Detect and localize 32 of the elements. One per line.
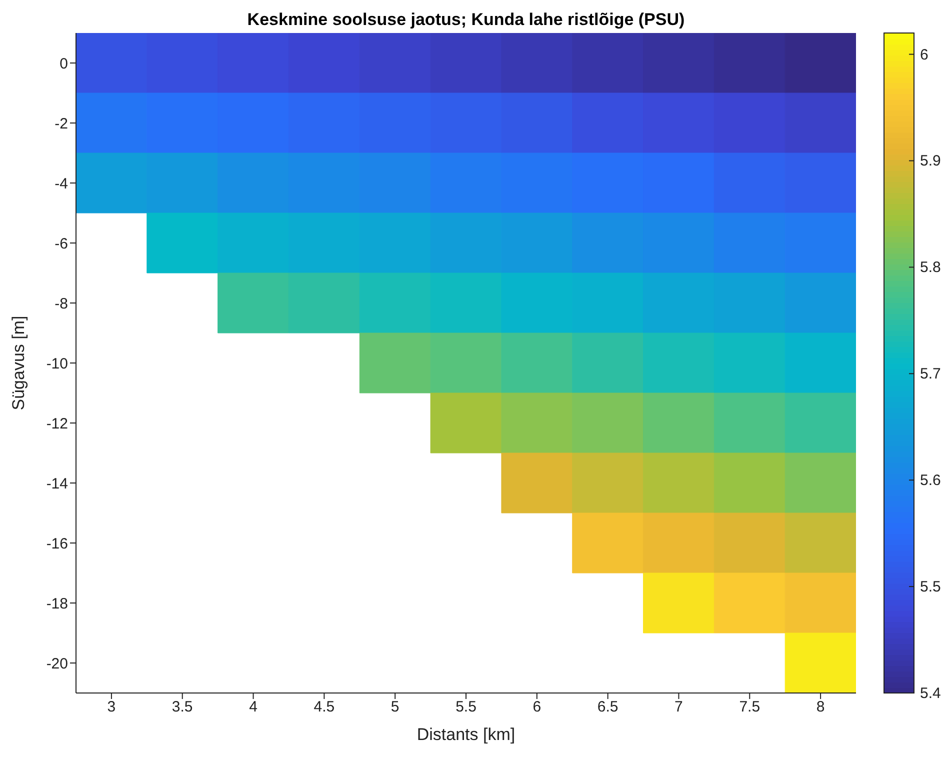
color-bar-label: 5.9	[920, 152, 941, 170]
x-tick-label: 6	[532, 698, 542, 716]
color-bar-label: 5.8	[920, 259, 941, 276]
y-tick-label: -4	[54, 175, 68, 192]
color-bar-label: 5.5	[920, 578, 941, 596]
x-tick-label: 4.5	[314, 698, 335, 716]
y-tick-label: -14	[46, 475, 68, 492]
x-tick-label: 3.5	[172, 698, 193, 716]
x-tick-label: 5	[390, 698, 400, 716]
y-axis-title: Sügavus [m]	[9, 316, 28, 410]
x-tick-label: 6.5	[597, 698, 618, 716]
y-tick-label: -20	[46, 655, 68, 672]
y-tick-label: 0	[60, 55, 68, 72]
x-tick-label: 8	[816, 698, 825, 716]
x-tick-label: 7	[674, 698, 683, 716]
x-tick-label: 3	[107, 698, 116, 716]
chart-title: Keskmine soolsuse jaotus; Kunda lahe ristlõige (PSU)	[246, 10, 686, 30]
y-tick-label: -8	[54, 295, 68, 312]
y-tick-label: -2	[54, 115, 68, 132]
x-tick-label: 5.5	[456, 698, 476, 716]
color-bar-label: 5.4	[920, 685, 941, 702]
x-tick-label: 7.5	[739, 698, 760, 716]
x-axis-title: Distants [km]	[416, 725, 516, 744]
y-tick-label: -12	[46, 415, 68, 432]
y-tick-label: -18	[46, 595, 68, 612]
y-tick-label: -6	[54, 235, 68, 252]
y-tick-label: -10	[46, 355, 68, 372]
y-tick-label: -16	[46, 535, 68, 552]
color-bar-label: 5.6	[920, 472, 941, 490]
color-bar-label: 6	[920, 46, 928, 64]
x-tick-label: 4	[249, 698, 258, 716]
color-bar-label: 5.7	[920, 366, 941, 383]
